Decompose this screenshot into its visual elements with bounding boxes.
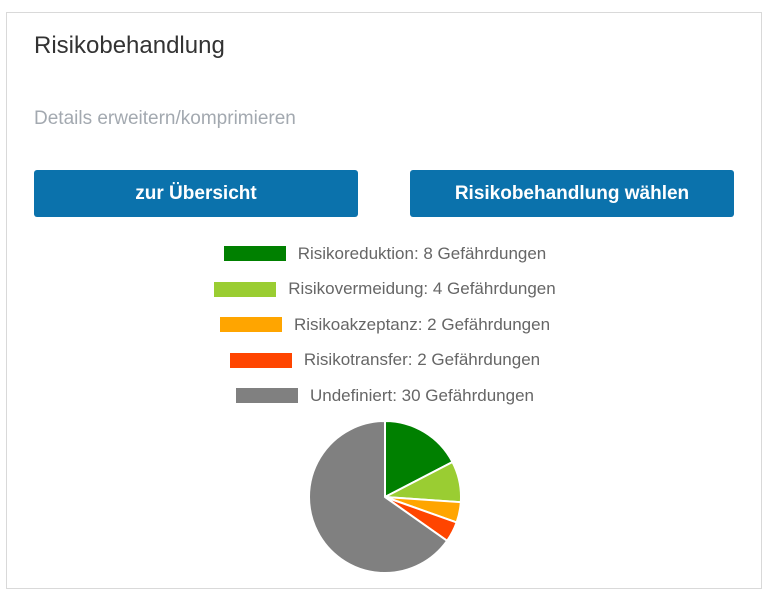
pie-chart [308, 420, 462, 574]
details-toggle-link[interactable]: Details erweitern/komprimieren [34, 108, 296, 129]
legend-item-risikoakzeptanz: Risikoakzeptanz: 2 Gefährdungen [7, 307, 763, 343]
legend-swatch [214, 281, 277, 297]
pie-slice-undefiniert [308, 420, 449, 574]
legend-label: Risikoakzeptanz: 2 Gefährdungen [293, 314, 551, 334]
legend-item-risikovermeidung: Risikovermeidung: 4 Gefährdungen [7, 272, 763, 308]
pie-slice-risikoreduktion [384, 420, 454, 498]
legend-label: Undefiniert: 30 Gefährdungen [310, 385, 534, 405]
risk-treatment-panel: Risikobehandlung Details erweitern/kompr… [6, 12, 762, 589]
legend-swatch [223, 246, 286, 262]
legend-item-risikoreduktion: Risikoreduktion: 8 Gefährdungen [7, 236, 763, 272]
choose-risk-treatment-button[interactable]: Risikobehandlung wählen [410, 170, 734, 217]
legend-item-undefiniert: Undefiniert: 30 Gefährdungen [7, 378, 763, 414]
chart-legend: Risikoreduktion: 8 Gefährdungen Risikove… [7, 236, 763, 414]
legend-label: Risikoreduktion: 8 Gefährdungen [297, 243, 547, 263]
overview-button[interactable]: zur Übersicht [34, 170, 358, 217]
legend-swatch [236, 388, 298, 404]
legend-item-risikotransfer: Risikotransfer: 2 Gefährdungen [7, 343, 763, 379]
legend-label: Risikotransfer: 2 Gefährdungen [303, 350, 541, 370]
legend-swatch [219, 317, 282, 333]
panel-title: Risikobehandlung [34, 32, 225, 59]
legend-swatch [229, 352, 292, 368]
legend-label: Risikovermeidung: 4 Gefährdungen [288, 279, 556, 299]
